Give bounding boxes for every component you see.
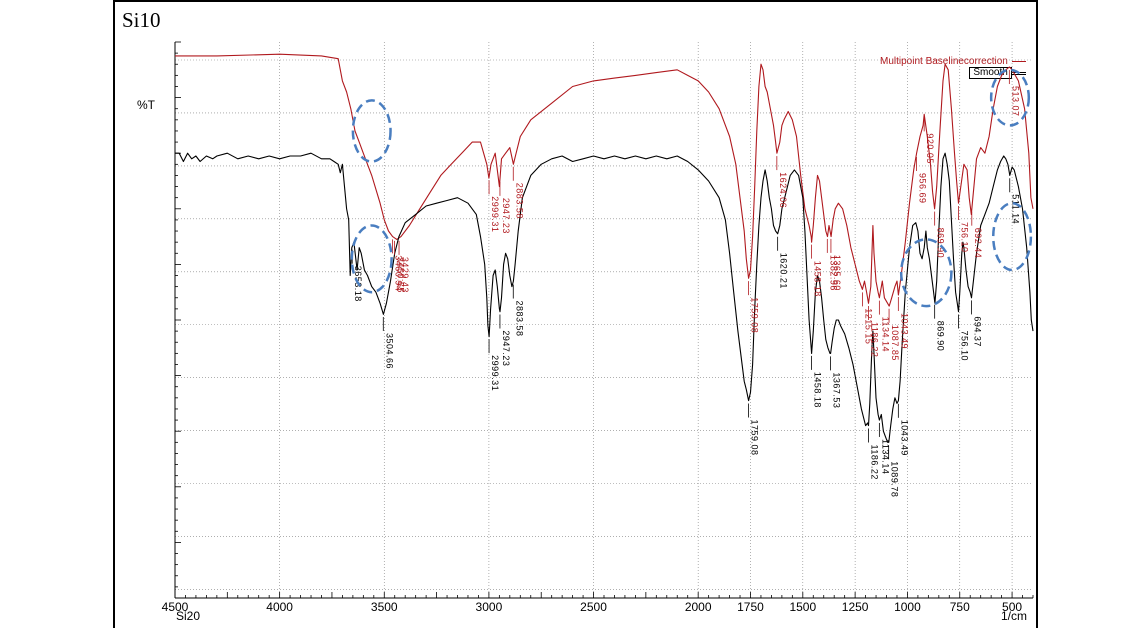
peak-label: 1134.14	[880, 439, 890, 474]
x-tick-label: 2500	[580, 600, 607, 614]
x-tick-label: 1500	[789, 600, 816, 614]
peak-label: 692.44	[973, 228, 983, 259]
peak-label: 1458.18	[813, 372, 823, 408]
peak-label: 1089.78	[890, 461, 900, 497]
peak-label: 869.90	[936, 321, 946, 352]
peak-label: 3450.65	[396, 257, 406, 293]
x-tick-label: 500	[1002, 600, 1022, 614]
peak-label: 1759.08	[750, 420, 760, 456]
peak-label: 1620.21	[779, 253, 789, 289]
highlight-ellipse	[989, 68, 1031, 127]
peak-label: 1382.96	[828, 255, 838, 291]
peak-label: 756.10	[960, 222, 970, 253]
peak-label: 956.69	[918, 173, 928, 204]
peak-label: 2999.31	[490, 196, 500, 232]
x-tick-label: 1750	[737, 600, 764, 614]
x-tick-label: 3500	[371, 600, 398, 614]
figure-title: Si10	[122, 8, 161, 32]
peak-label: 756.10	[960, 331, 970, 362]
legend-item-red: Multipoint Baselinecorrection	[880, 55, 1026, 67]
peak-label: 1043.49	[899, 420, 909, 456]
x-tick-label: 1000	[894, 600, 921, 614]
peak-label: 1215.15	[863, 308, 873, 344]
x-tick-label: 1250	[842, 600, 869, 614]
series-line-baseline-correction	[175, 53, 1034, 307]
peak-label: 511.14	[1011, 194, 1021, 224]
peak-label: 1624.06	[778, 172, 788, 208]
peak-label: 513.07	[1010, 86, 1020, 117]
x-tick-label: 4000	[266, 600, 293, 614]
peak-label: 1367.53	[832, 372, 842, 408]
peak-label: 1134.14	[880, 317, 890, 352]
legend-label-black: Smooth	[969, 67, 1012, 79]
legend-swatch-red	[1011, 60, 1026, 62]
peak-label: 2947.23	[501, 198, 511, 234]
x-tick-label: 2000	[685, 600, 712, 614]
peak-label: 1043.49	[899, 313, 909, 349]
peak-label: 1759.08	[750, 297, 760, 333]
x-tick-label: 750	[950, 600, 970, 614]
x-tick-label: 3000	[476, 600, 503, 614]
peak-label: 1087.85	[890, 325, 900, 361]
highlight-ellipse	[350, 224, 393, 294]
peak-label: 920.05	[925, 133, 935, 164]
peak-label: 3504.66	[384, 333, 394, 369]
series-line-smooth	[175, 152, 1034, 443]
highlight-ellipse	[351, 99, 392, 163]
peak-label: 2947.23	[501, 330, 511, 366]
x-tick-label: 4500	[162, 600, 189, 614]
peak-label: 3460.94	[393, 255, 403, 291]
peak-label: 869.90	[936, 228, 946, 259]
peak-label: 1186.22	[870, 322, 880, 357]
peak-label: 2999.31	[490, 355, 500, 391]
peak-label: 2883.58	[514, 183, 524, 219]
y-axis-unit-label: %T	[137, 98, 155, 112]
peak-label: 694.37	[972, 316, 982, 347]
legend-label-red: Multipoint Baselinecorrection	[880, 55, 1008, 67]
peak-label: 3429.43	[400, 257, 410, 293]
highlight-ellipse	[991, 201, 1033, 272]
sample-label: Si20	[176, 609, 201, 623]
highlight-ellipse	[899, 238, 953, 308]
x-axis-unit-label: 1/cm	[1001, 609, 1028, 623]
peak-label: 2883.58	[514, 301, 524, 337]
peak-label: 1186.22	[870, 445, 880, 480]
peak-label: 1458.18	[813, 261, 823, 297]
figure-frame	[113, 0, 1038, 628]
peak-label: 1365.60	[832, 255, 842, 291]
